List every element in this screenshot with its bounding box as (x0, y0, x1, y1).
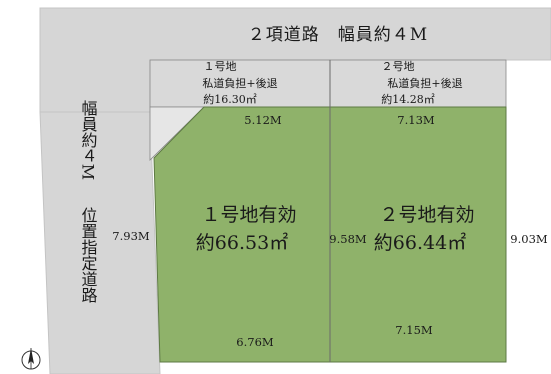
left-road-width-label: 幅員約４M (79, 100, 98, 180)
lot2-effective-label: ２号地有効 (379, 204, 474, 226)
lot2-top-dimension: 7.13M (397, 113, 435, 127)
lot2-burden-desc: 私道負担+後退 (387, 76, 462, 90)
lot1-effective-area-value: 約66.53㎡ (196, 231, 288, 254)
top-road-label: ２項道路 幅員約４M (248, 25, 428, 45)
lot1-burden-label: １号地 (204, 60, 237, 73)
left-road-type-label: 位置指定道路 (79, 207, 98, 303)
lot1-effective-label: １号地有効 (201, 204, 296, 226)
lot1-left-dimension: 7.93M (112, 229, 150, 243)
lot2-effective-area-value: 約66.44㎡ (374, 231, 466, 254)
lot2-right-dimension: 9.03M (510, 232, 548, 246)
lot2-bottom-dimension: 7.15M (395, 323, 433, 337)
lot2-burden-label: ２号地 (382, 60, 415, 73)
lot1-effective-area (153, 106, 331, 363)
north-arrow-icon (21, 348, 41, 370)
lot1-burden-desc: 私道負担+後退 (202, 76, 277, 90)
shared-dimension: 9.58M (329, 232, 367, 246)
lot2-burden-area-value: 約14.28㎡ (381, 92, 435, 106)
lot1-burden-area-value: 約16.30㎡ (203, 92, 257, 106)
lot1-bottom-dimension: 6.76M (236, 335, 274, 349)
lot1-top-dimension: 5.12M (244, 113, 282, 127)
left-road (39, 111, 161, 374)
